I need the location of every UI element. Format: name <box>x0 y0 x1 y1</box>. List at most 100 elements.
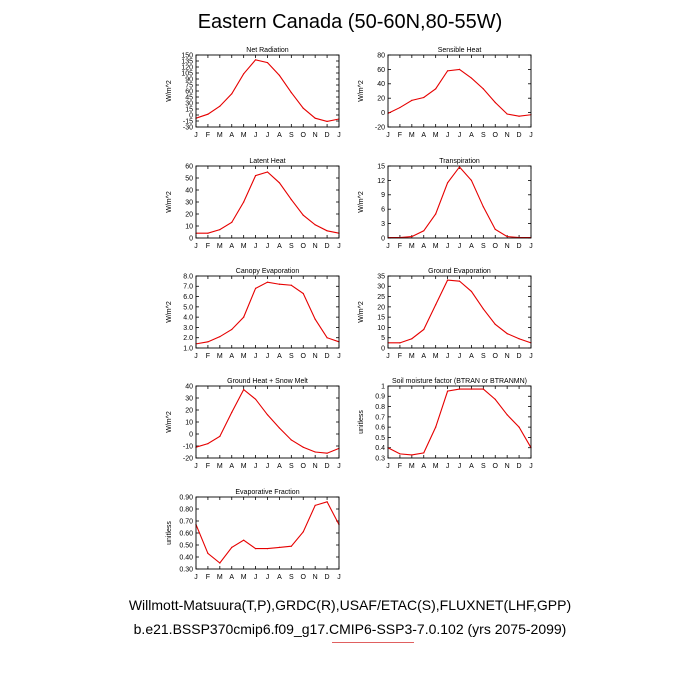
data-point <box>435 213 437 215</box>
data-point <box>219 336 221 338</box>
chart-panel: Canopy Evaporation W/m^2 1.0 2.0 3.0 4.0 5.0 6.… <box>166 268 341 360</box>
data-point <box>290 545 292 547</box>
x-tick-label: O <box>493 243 499 250</box>
y-axis-label: W/m^2 <box>166 191 173 213</box>
data-point <box>266 414 269 416</box>
y-tick-label: 0.5 <box>375 435 385 442</box>
data-point <box>254 548 257 550</box>
y-tick-label: -30 <box>183 124 193 131</box>
x-tick-label: J <box>266 574 270 581</box>
series-line <box>196 171 340 234</box>
x-tick-label: S <box>481 463 486 470</box>
x-tick-label: D <box>325 574 330 581</box>
y-tick-label: 0.50 <box>179 542 193 549</box>
series-line <box>388 279 532 344</box>
x-tick-label: J <box>194 132 198 139</box>
panels-svg: Net RadiationW/m^2-30-150153045607590105… <box>166 47 533 581</box>
chart-panel: Soil moisture factor (BTRAN or BTRANMN) u… <box>358 378 533 470</box>
data-point <box>446 279 449 281</box>
y-tick-label: 10 <box>185 419 193 426</box>
x-tick-label: J <box>266 243 270 250</box>
data-point <box>470 77 473 79</box>
x-tick-label: J <box>254 353 258 360</box>
y-tick-label: 0.90 <box>179 494 193 501</box>
x-tick-label: A <box>277 463 282 470</box>
data-point <box>458 68 461 70</box>
chart-title: Net Radiation <box>246 47 289 54</box>
y-tick-label: 40 <box>185 383 193 390</box>
x-tick-label: D <box>517 132 522 139</box>
x-tick-label: A <box>421 132 426 139</box>
data-point <box>494 323 496 325</box>
data-point <box>290 92 292 94</box>
x-tick-label: A <box>229 132 234 139</box>
x-tick-label: J <box>458 132 462 139</box>
y-tick-label: 15 <box>377 315 385 322</box>
x-tick-label: J <box>254 132 258 139</box>
x-tick-label: N <box>313 353 318 360</box>
plot-frame <box>195 54 340 128</box>
x-tick-label: A <box>469 353 474 360</box>
x-tick-label: M <box>241 463 247 470</box>
data-point <box>423 96 425 99</box>
data-point <box>243 73 245 75</box>
data-point <box>219 229 221 231</box>
x-tick-label: A <box>229 243 234 250</box>
y-tick-label: 45 <box>185 94 193 101</box>
y-tick-label: 1 <box>381 383 385 390</box>
x-tick-label: D <box>325 243 330 250</box>
x-tick-label: J <box>458 243 462 250</box>
data-point <box>314 224 316 226</box>
x-tick-label: J <box>194 463 198 470</box>
data-point <box>399 453 401 455</box>
data-point <box>278 74 281 76</box>
data-point <box>219 435 221 437</box>
x-tick-label: F <box>398 243 402 250</box>
y-tick-label: 0.6 <box>375 425 385 432</box>
data-point <box>290 439 292 441</box>
data-point <box>278 283 281 285</box>
x-tick-label: M <box>241 574 247 581</box>
y-tick-label: 50 <box>185 175 193 182</box>
x-tick-label: J <box>529 463 533 470</box>
x-tick-label: M <box>409 132 415 139</box>
y-tick-label: 20 <box>377 96 385 103</box>
x-tick-label: O <box>493 463 499 470</box>
x-tick-label: J <box>446 243 450 250</box>
y-axis-label: W/m^2 <box>166 411 173 433</box>
y-tick-label: 3.0 <box>183 325 193 332</box>
y-tick-label: 1.0 <box>183 345 193 352</box>
y-axis-label: W/m^2 <box>358 80 365 102</box>
data-point <box>458 388 461 390</box>
y-tick-label: 2.0 <box>183 335 193 342</box>
y-tick-label: 0 <box>381 235 385 242</box>
data-point <box>458 166 461 168</box>
y-tick-label: 12 <box>377 178 385 185</box>
x-tick-label: J <box>254 574 258 581</box>
data-point <box>219 562 221 564</box>
y-tick-label: 60 <box>185 163 193 170</box>
x-tick-label: J <box>266 463 270 470</box>
data-point <box>423 328 425 331</box>
y-tick-label: 30 <box>377 284 385 291</box>
x-tick-label: J <box>386 463 390 470</box>
data-point <box>399 106 401 109</box>
y-tick-label: 0.9 <box>375 394 385 401</box>
y-tick-label: 0.70 <box>179 518 193 525</box>
data-point <box>458 280 461 282</box>
y-tick-label: 8.0 <box>183 273 193 280</box>
x-tick-label: S <box>481 243 486 250</box>
data-point <box>446 70 449 72</box>
y-tick-label: 6.0 <box>183 294 193 301</box>
plot-frame <box>195 275 340 349</box>
y-tick-label: 9 <box>381 192 385 199</box>
x-tick-label: J <box>386 243 390 250</box>
x-tick-label: O <box>493 132 499 139</box>
x-tick-label: J <box>254 243 258 250</box>
y-tick-label: 3 <box>381 221 385 228</box>
y-tick-label: 5 <box>381 335 385 342</box>
data-point <box>482 88 484 90</box>
x-tick-label: M <box>409 243 415 250</box>
